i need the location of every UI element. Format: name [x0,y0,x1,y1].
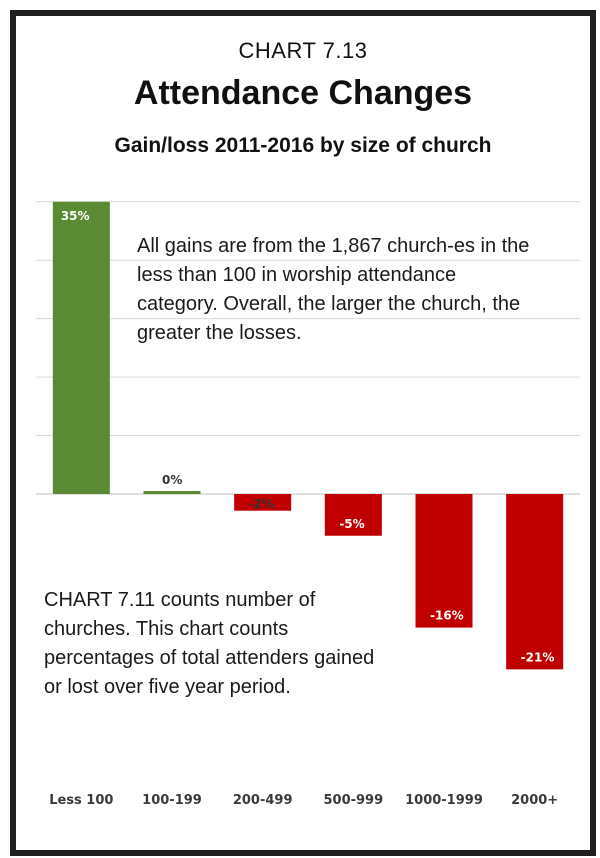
data-label: 35% [61,209,90,223]
x-tick-label: 500-999 [323,793,383,808]
x-tick-label: 2000+ [511,793,558,808]
chart-kicker: CHART 7.13 [238,38,368,63]
chart-title: Attendance Changes [133,74,473,112]
x-tick-label: 200-499 [233,793,293,808]
bar [143,491,201,494]
bar [52,201,110,494]
data-label: -5% [339,517,364,531]
data-label: -21% [521,650,555,664]
data-label: -2% [249,497,274,511]
bar [415,494,473,628]
data-label: -16% [430,609,464,623]
x-tick-label: Less 100 [49,793,113,808]
annotation-chart-comparison: CHART 7.11 counts number of churches. Th… [44,589,375,698]
chart-subtitle: Gain/loss 2011-2016 by size of church [114,134,492,157]
x-tick-label: 100-199 [142,793,202,808]
x-tick-label: 1000-1999 [405,793,483,808]
annotation-gains: All gains are from the 1,867 church-es i… [137,235,530,344]
bar [324,494,382,536]
bar [234,494,292,511]
data-label: 0% [162,473,182,487]
bar [506,494,564,670]
